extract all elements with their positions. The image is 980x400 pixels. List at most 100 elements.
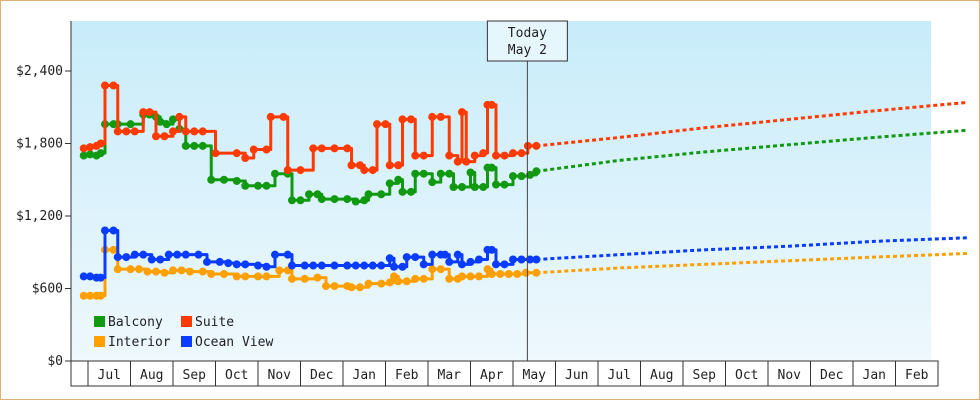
data-point-suite[interactable] — [453, 157, 462, 166]
data-point-ocean_view[interactable] — [254, 261, 262, 270]
data-point-ocean_view[interactable] — [385, 254, 394, 263]
data-point-ocean_view[interactable] — [360, 261, 369, 270]
data-point-balcony[interactable] — [470, 183, 479, 191]
data-point-ocean_view[interactable] — [164, 250, 173, 259]
data-point-balcony[interactable] — [360, 196, 369, 205]
data-point-ocean_view[interactable] — [181, 250, 190, 259]
data-point-ocean_view[interactable] — [224, 259, 233, 268]
data-point-suite[interactable] — [360, 166, 369, 175]
data-point-balcony[interactable] — [407, 187, 415, 196]
data-point-ocean_view[interactable] — [509, 255, 517, 264]
data-point-suite[interactable] — [309, 144, 318, 153]
data-point-interior[interactable] — [402, 277, 411, 286]
data-point-balcony[interactable] — [220, 175, 228, 184]
data-point-interior[interactable] — [86, 291, 95, 300]
data-point-suite[interactable] — [509, 149, 517, 158]
data-point-ocean_view[interactable] — [309, 261, 318, 270]
data-point-interior[interactable] — [109, 245, 118, 254]
data-point-ocean_view[interactable] — [101, 226, 109, 235]
data-point-balcony[interactable] — [288, 196, 296, 205]
data-point-suite[interactable] — [458, 108, 466, 117]
data-point-balcony[interactable] — [394, 175, 403, 184]
data-point-interior[interactable] — [186, 267, 194, 276]
data-point-suite[interactable] — [347, 161, 356, 170]
data-point-interior[interactable] — [113, 265, 122, 274]
data-point-ocean_view[interactable] — [377, 261, 386, 270]
data-point-ocean_view[interactable] — [458, 260, 466, 269]
data-point-interior[interactable] — [496, 270, 505, 278]
data-point-suite[interactable] — [428, 112, 437, 121]
data-point-ocean_view[interactable] — [194, 250, 203, 259]
data-point-interior[interactable] — [487, 270, 496, 278]
data-point-interior[interactable] — [356, 283, 364, 292]
data-point-suite[interactable] — [241, 154, 250, 162]
data-point-interior[interactable] — [275, 266, 284, 275]
data-point-suite[interactable] — [279, 112, 288, 121]
data-point-balcony[interactable] — [262, 181, 271, 190]
data-point-interior[interactable] — [377, 279, 386, 288]
data-point-suite[interactable] — [500, 151, 509, 160]
data-point-interior[interactable] — [322, 282, 330, 291]
data-point-interior[interactable] — [419, 274, 428, 283]
data-point-interior[interactable] — [241, 272, 250, 281]
data-point-suite[interactable] — [394, 161, 403, 170]
data-point-ocean_view[interactable] — [411, 253, 420, 262]
data-point-ocean_view[interactable] — [526, 255, 534, 264]
data-point-suite[interactable] — [130, 127, 139, 136]
data-point-balcony[interactable] — [466, 168, 475, 177]
data-point-balcony[interactable] — [428, 178, 437, 187]
data-point-balcony[interactable] — [169, 115, 177, 124]
data-point-ocean_view[interactable] — [343, 261, 352, 270]
data-point-balcony[interactable] — [271, 169, 279, 178]
data-point-ocean_view[interactable] — [113, 253, 122, 262]
data-point-suite[interactable] — [317, 144, 326, 153]
data-point-suite[interactable] — [411, 151, 420, 160]
data-point-ocean_view[interactable] — [96, 273, 105, 282]
data-point-suite[interactable] — [145, 108, 154, 117]
data-point-ocean_view[interactable] — [330, 261, 339, 270]
data-point-suite[interactable] — [407, 115, 415, 124]
data-point-interior[interactable] — [152, 267, 160, 276]
data-point-interior[interactable] — [135, 265, 143, 274]
data-point-suite[interactable] — [169, 127, 177, 136]
data-point-suite[interactable] — [109, 81, 118, 90]
data-point-balcony[interactable] — [436, 169, 445, 178]
data-point-suite[interactable] — [96, 139, 105, 148]
data-point-interior[interactable] — [385, 278, 394, 287]
data-point-balcony[interactable] — [526, 170, 534, 179]
data-point-ocean_view[interactable] — [122, 253, 131, 262]
data-point-ocean_view[interactable] — [262, 262, 271, 271]
data-point-balcony[interactable] — [532, 167, 541, 176]
data-point-ocean_view[interactable] — [317, 261, 326, 270]
data-point-interior[interactable] — [364, 279, 373, 288]
data-point-ocean_view[interactable] — [203, 257, 211, 266]
data-point-ocean_view[interactable] — [79, 272, 88, 281]
data-point-balcony[interactable] — [162, 120, 171, 129]
data-point-suite[interactable] — [419, 151, 428, 160]
data-point-balcony[interactable] — [479, 183, 488, 191]
data-point-balcony[interactable] — [351, 197, 360, 206]
data-point-ocean_view[interactable] — [402, 253, 411, 262]
data-point-suite[interactable] — [113, 127, 122, 136]
data-point-suite[interactable] — [190, 127, 199, 136]
data-point-ocean_view[interactable] — [475, 255, 483, 264]
data-point-balcony[interactable] — [458, 183, 466, 191]
data-point-suite[interactable] — [152, 132, 160, 141]
data-point-suite[interactable] — [385, 161, 394, 170]
data-point-interior[interactable] — [169, 266, 177, 275]
data-point-suite[interactable] — [86, 143, 95, 152]
data-point-balcony[interactable] — [254, 181, 262, 190]
data-point-interior[interactable] — [445, 274, 454, 283]
data-point-interior[interactable] — [288, 274, 296, 283]
data-point-suite[interactable] — [283, 166, 292, 175]
data-point-balcony[interactable] — [296, 196, 305, 205]
data-point-suite[interactable] — [470, 151, 479, 160]
data-point-suite[interactable] — [101, 81, 109, 90]
data-point-ocean_view[interactable] — [532, 255, 541, 264]
data-point-ocean_view[interactable] — [419, 260, 428, 269]
data-point-interior[interactable] — [177, 266, 186, 275]
data-point-interior[interactable] — [532, 268, 541, 277]
data-point-ocean_view[interactable] — [492, 260, 500, 269]
data-point-suite[interactable] — [139, 108, 148, 117]
data-point-ocean_view[interactable] — [109, 226, 118, 235]
